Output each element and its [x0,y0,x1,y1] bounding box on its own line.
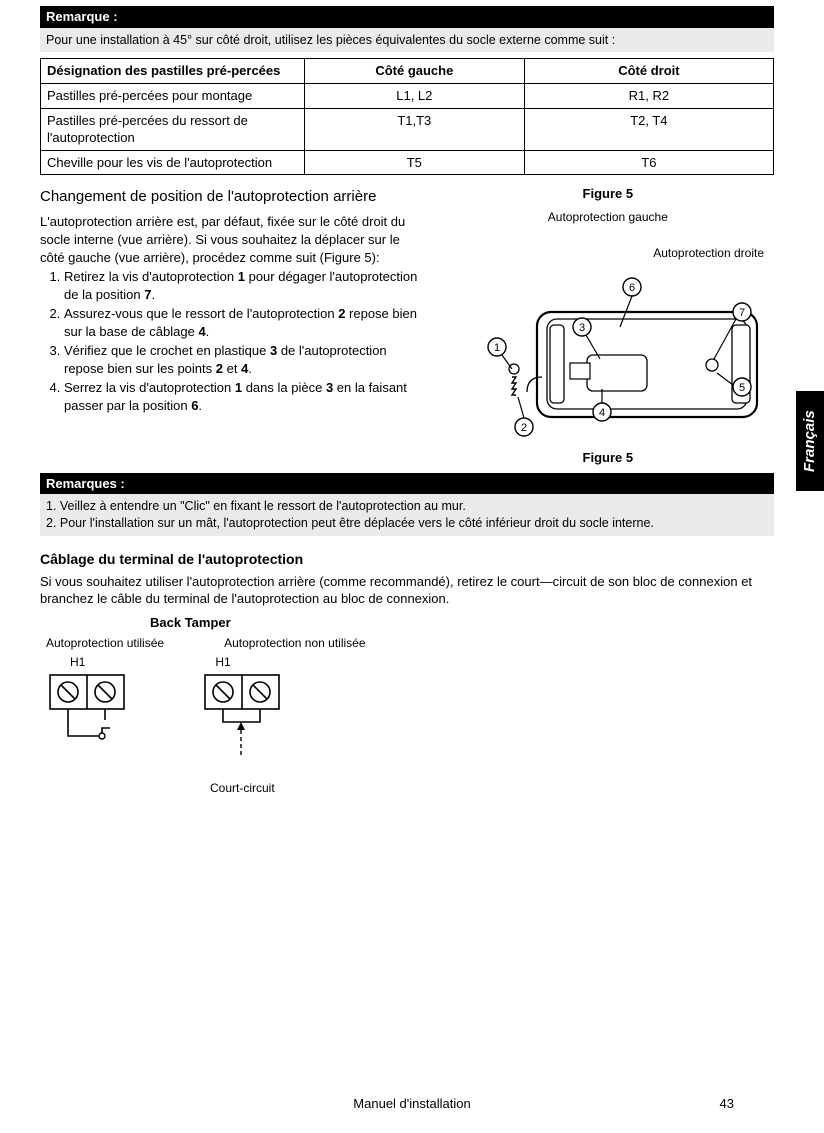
remarque-title: Remarque : [40,6,774,28]
remarques2-body: 1. Veillez à entendre un "Clic" en fixan… [40,494,774,536]
tamper-unused-label: Autoprotection non utilisée [224,635,365,651]
svg-text:6: 6 [629,282,635,294]
table-cell: T1,T3 [304,108,524,150]
short-circuit-label: Court-circuit [210,780,774,796]
figure5-label-left: Autoprotection gauche [442,209,774,225]
svg-text:3: 3 [579,322,585,334]
remarque-text: Pour une installation à 45° sur côté dro… [40,28,774,53]
figure5-diagram: 6 3 7 5 [442,267,774,447]
svg-text:4: 4 [599,407,605,419]
tamper-used-label: Autoprotection utilisée [46,635,164,651]
table-cell: T6 [524,150,773,175]
table-cell: T2, T4 [524,108,773,150]
table-cell: T5 [304,150,524,175]
terminal-diagram [40,670,774,780]
table-cell: R1, R2 [524,83,773,108]
instruction-step: Vérifiez que le crochet en plastique 3 d… [64,342,422,377]
back-tamper-title: Back Tamper [150,614,774,632]
table-cell: Pastilles pré-percées pour montage [41,83,305,108]
table-header-1: Désignation des pastilles pré-percées [41,59,305,84]
svg-text:5: 5 [739,382,745,394]
page-footer: Manuel d'installation 43 [0,1095,824,1113]
h1-label: H1 [215,654,230,670]
table-cell: Pastilles pré-percées du ressort de l'au… [41,108,305,150]
footer-page: 43 [720,1095,734,1113]
section2-title: Câblage du terminal de l'autoprotection [40,550,774,569]
table-header-2: Côté gauche [304,59,524,84]
remarques2-title: Remarques : [40,473,774,495]
footer-title: Manuel d'installation [353,1096,470,1111]
figure5-caption-bottom: Figure 5 [442,449,774,467]
svg-text:2: 2 [521,422,527,434]
table-cell: Cheville pour les vis de l'autoprotectio… [41,150,305,175]
instruction-step: Serrez la vis d'autoprotection 1 dans la… [64,379,422,414]
svg-text:1: 1 [494,342,500,354]
table-header-3: Côté droit [524,59,773,84]
table-cell: L1, L2 [304,83,524,108]
language-sidebar: Français [796,391,824,491]
section1-title: Changement de position de l'autoprotecti… [40,187,422,207]
instruction-step: Retirez la vis d'autoprotection 1 pour d… [64,268,422,303]
h1-label: H1 [70,654,85,670]
section1-intro: L'autoprotection arrière est, par défaut… [40,213,422,266]
figure5-label-right: Autoprotection droite [442,245,764,261]
instruction-step: Assurez-vous que le ressort de l'autopro… [64,305,422,340]
knockout-table: Désignation des pastilles pré-percées Cô… [40,58,774,175]
figure5-caption-top: Figure 5 [442,185,774,203]
svg-text:7: 7 [739,307,745,319]
section1-steps: Retirez la vis d'autoprotection 1 pour d… [40,268,422,414]
section2-text: Si vous souhaitez utiliser l'autoprotect… [40,573,774,608]
